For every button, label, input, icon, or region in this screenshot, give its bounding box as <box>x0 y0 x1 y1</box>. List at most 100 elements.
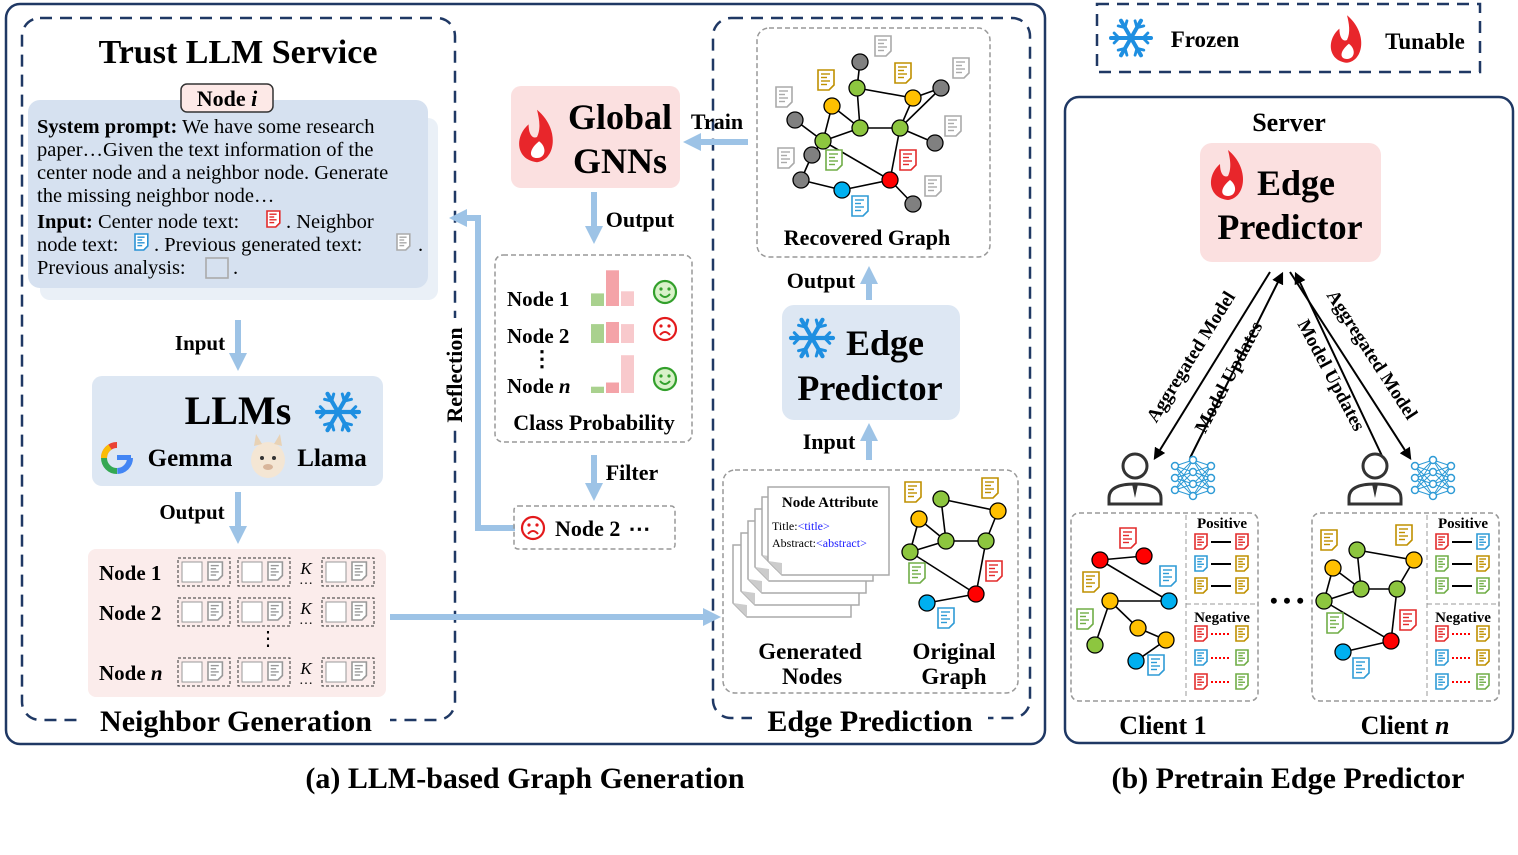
graph-node <box>904 89 922 107</box>
edge-predictor-box <box>782 305 960 420</box>
snowflake-arm <box>335 391 351 415</box>
edge-predictor-line2: Predictor <box>797 368 942 408</box>
label-bg <box>752 703 988 735</box>
class-probability-rows: Node 1 Node 2 Node n <box>507 270 678 398</box>
neural-network-icon <box>1446 473 1456 483</box>
snowflake-branch <box>797 323 808 329</box>
original-graph-label-2: Graph <box>921 664 986 689</box>
pair-doc-icon <box>1435 555 1449 572</box>
generated-row-label: Node n <box>99 661 163 685</box>
gnn-output-label: Output <box>606 207 675 232</box>
graph-node <box>1135 547 1153 565</box>
generated-text-icon <box>267 601 284 621</box>
graph-node <box>851 53 869 71</box>
prompt-line: paper…Given the text information of the <box>37 139 373 161</box>
prompt-box <box>28 100 428 288</box>
graph-node <box>937 532 955 550</box>
eye <box>667 287 671 291</box>
pair-doc-icon <box>1476 649 1490 666</box>
graph-node <box>1157 631 1175 649</box>
graph-node <box>823 97 841 115</box>
analysis-icon <box>181 661 203 683</box>
node-attribute-title-field: Title:<title> <box>772 519 830 533</box>
probability-bar <box>606 270 619 306</box>
recovered-graph <box>775 35 970 217</box>
analysis-icon <box>325 601 347 623</box>
neural-network-icon <box>1446 485 1456 495</box>
snowflake-branch <box>1133 19 1139 30</box>
model-updates-arrow-left <box>1189 271 1284 459</box>
gemma-label: Gemma <box>148 445 233 472</box>
filtered-node-box <box>513 505 676 550</box>
graph-edge <box>1099 559 1170 602</box>
snowflake-arm <box>335 409 351 433</box>
page-fold <box>748 579 762 593</box>
snowflake-branch <box>1116 24 1127 30</box>
pair-doc-icon <box>1235 577 1249 594</box>
graph-node <box>1405 551 1423 569</box>
recovered-graph-box <box>756 27 991 258</box>
pair-doc-icon <box>1235 649 1249 666</box>
k-ellipsis: … <box>299 613 313 628</box>
neural-network-icon <box>1188 491 1198 501</box>
neural-network-icon <box>1188 479 1198 489</box>
node-document-icon <box>777 147 795 169</box>
eye <box>659 324 663 328</box>
neural-network-icon <box>1170 461 1180 471</box>
panel-a-frame <box>4 2 1047 746</box>
graph-node <box>1160 592 1178 610</box>
graph-node <box>848 79 866 97</box>
node-document-icon <box>1320 529 1338 551</box>
snowflake-arm <box>1129 36 1143 58</box>
original-graph <box>901 477 1007 629</box>
panel-b-frame <box>1063 95 1515 745</box>
probability-bar <box>606 322 619 343</box>
output-label: Output <box>159 500 224 524</box>
generated-neighbor-rows: Node 1 K…Node 2 K…Node n K…⋮ <box>99 557 375 688</box>
panel-b-caption: (b) Pretrain Edge Predictor <box>1112 762 1465 795</box>
original-graph-label: Original <box>912 639 995 664</box>
analysis-icon <box>205 257 229 279</box>
llama-icon <box>251 434 285 478</box>
prompt-inline: . <box>418 234 423 256</box>
server-label: Server <box>1252 108 1326 137</box>
pair-doc-icon <box>1435 649 1449 666</box>
pair-doc-icon <box>1235 673 1249 690</box>
label-bg <box>442 318 470 430</box>
graph-edge <box>1323 600 1392 642</box>
prompt-line: node text: <box>37 234 118 256</box>
prompt-line: Previous analysis: <box>37 257 186 279</box>
generated-pair <box>321 557 375 587</box>
probability-bar <box>606 382 619 393</box>
client-n-label: Client n <box>1361 711 1450 740</box>
neural-network-icon <box>1428 479 1438 489</box>
k-ellipsis: … <box>299 673 313 688</box>
node-document-icon <box>981 477 999 499</box>
snowflake-branch <box>349 405 358 414</box>
snowflake-arm <box>325 409 341 433</box>
eye <box>527 523 531 527</box>
vertical-ellipsis: ⋮ <box>531 346 553 371</box>
graph-node <box>1348 541 1366 559</box>
snowflake-icon <box>314 391 362 433</box>
graph-node <box>1334 643 1352 661</box>
nn-edge <box>1174 459 1194 491</box>
node-i-label: Node i <box>197 86 258 111</box>
graph-node <box>792 171 810 189</box>
train-label: Train <box>691 109 743 134</box>
graph-edge <box>975 540 987 595</box>
input-graph-box <box>722 469 1019 694</box>
probability-bar <box>591 324 604 343</box>
server-edge-predictor-box <box>1200 143 1381 262</box>
filtered-node-label: Node 2 ⋯ <box>555 516 650 541</box>
node-document-icon <box>952 57 970 79</box>
graph-edge <box>822 140 891 181</box>
k-label: K <box>299 659 313 678</box>
snowflake-arm <box>1129 18 1143 40</box>
prompt-inline: . Previous generated text: <box>154 234 362 256</box>
predictor-output-label: Output <box>787 268 856 293</box>
node-document-icon <box>908 562 926 584</box>
graph-node <box>1101 592 1119 610</box>
sad-face-icon <box>652 316 678 342</box>
graph-node <box>1091 551 1109 569</box>
